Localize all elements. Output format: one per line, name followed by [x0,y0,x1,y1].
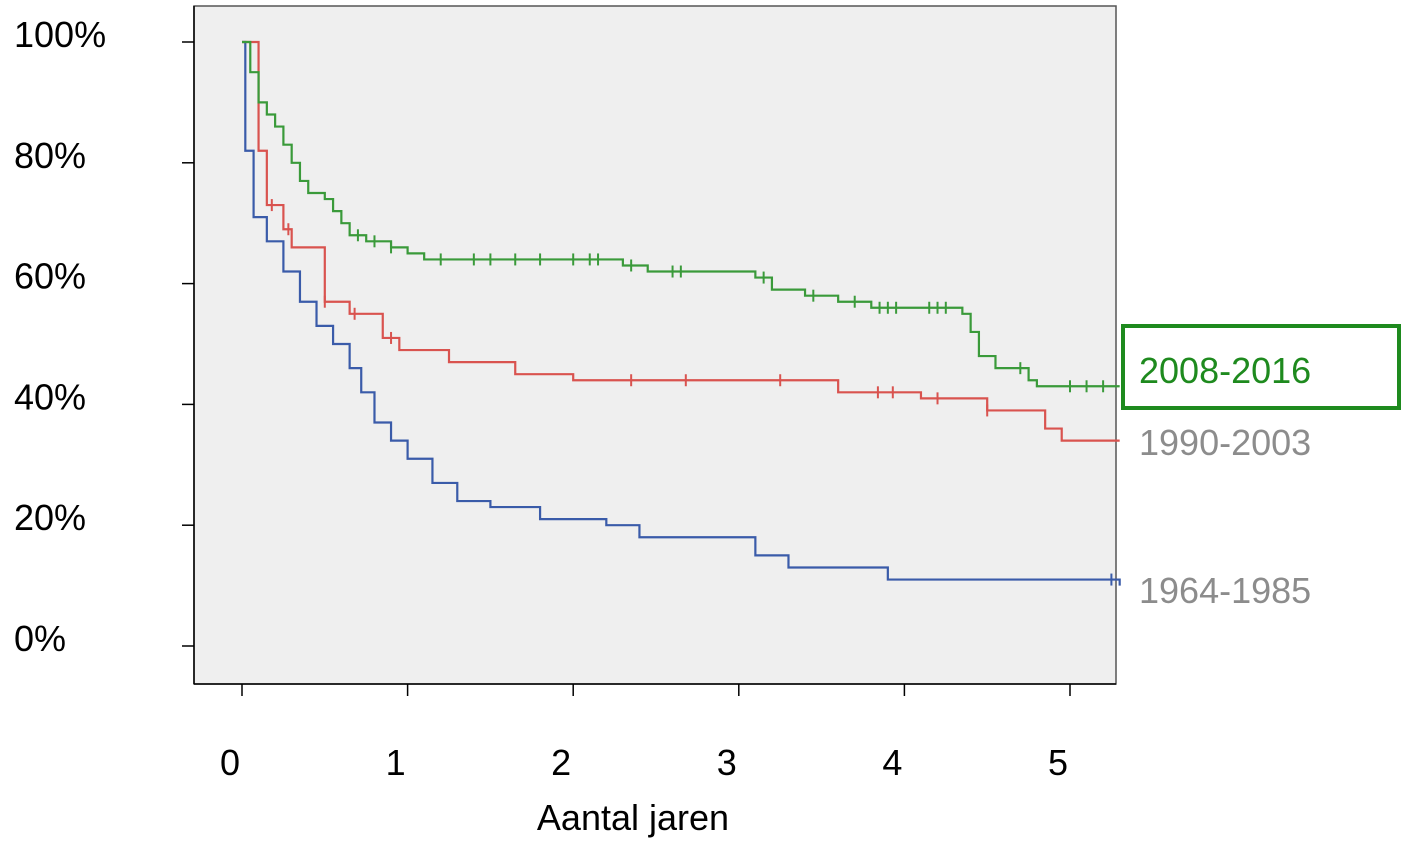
y-tick-label: 20% [14,497,86,538]
y-ticks: 100% 80% 60% 40% 20% 0% [14,14,194,659]
x-axis-label: Aantal jaren [537,797,729,838]
x-tick-label: 1 [386,742,406,783]
y-tick-label: 80% [14,135,86,176]
y-tick-label: 40% [14,376,86,417]
legend-label-1990-2003: 1990-2003 [1139,422,1311,463]
x-tick-label: 4 [882,742,902,783]
y-tick-label: 100% [14,14,106,55]
y-tick-label: 60% [14,256,86,297]
series-line-1990-2003 [242,40,1120,442]
series-line-1964-1985 [242,40,1121,586]
y-tick-label: 0% [14,618,66,659]
series-layer [242,40,1121,586]
legend-highlight-box [1121,324,1401,410]
x-tick-label: 3 [717,742,737,783]
x-ticks: 0 1 2 3 4 5 [220,684,1071,783]
legend-label-2008-2016: 2008-2016 [1139,350,1311,391]
series-line-2008-2016 [242,40,1120,388]
x-tick-label: 2 [551,742,571,783]
x-tick-label: 0 [220,742,240,783]
legend-label-1964-1985: 1964-1985 [1139,570,1311,611]
legend: 2008-2016 1990-2003 1964-1985 [1121,324,1401,611]
x-tick-label: 5 [1048,742,1068,783]
